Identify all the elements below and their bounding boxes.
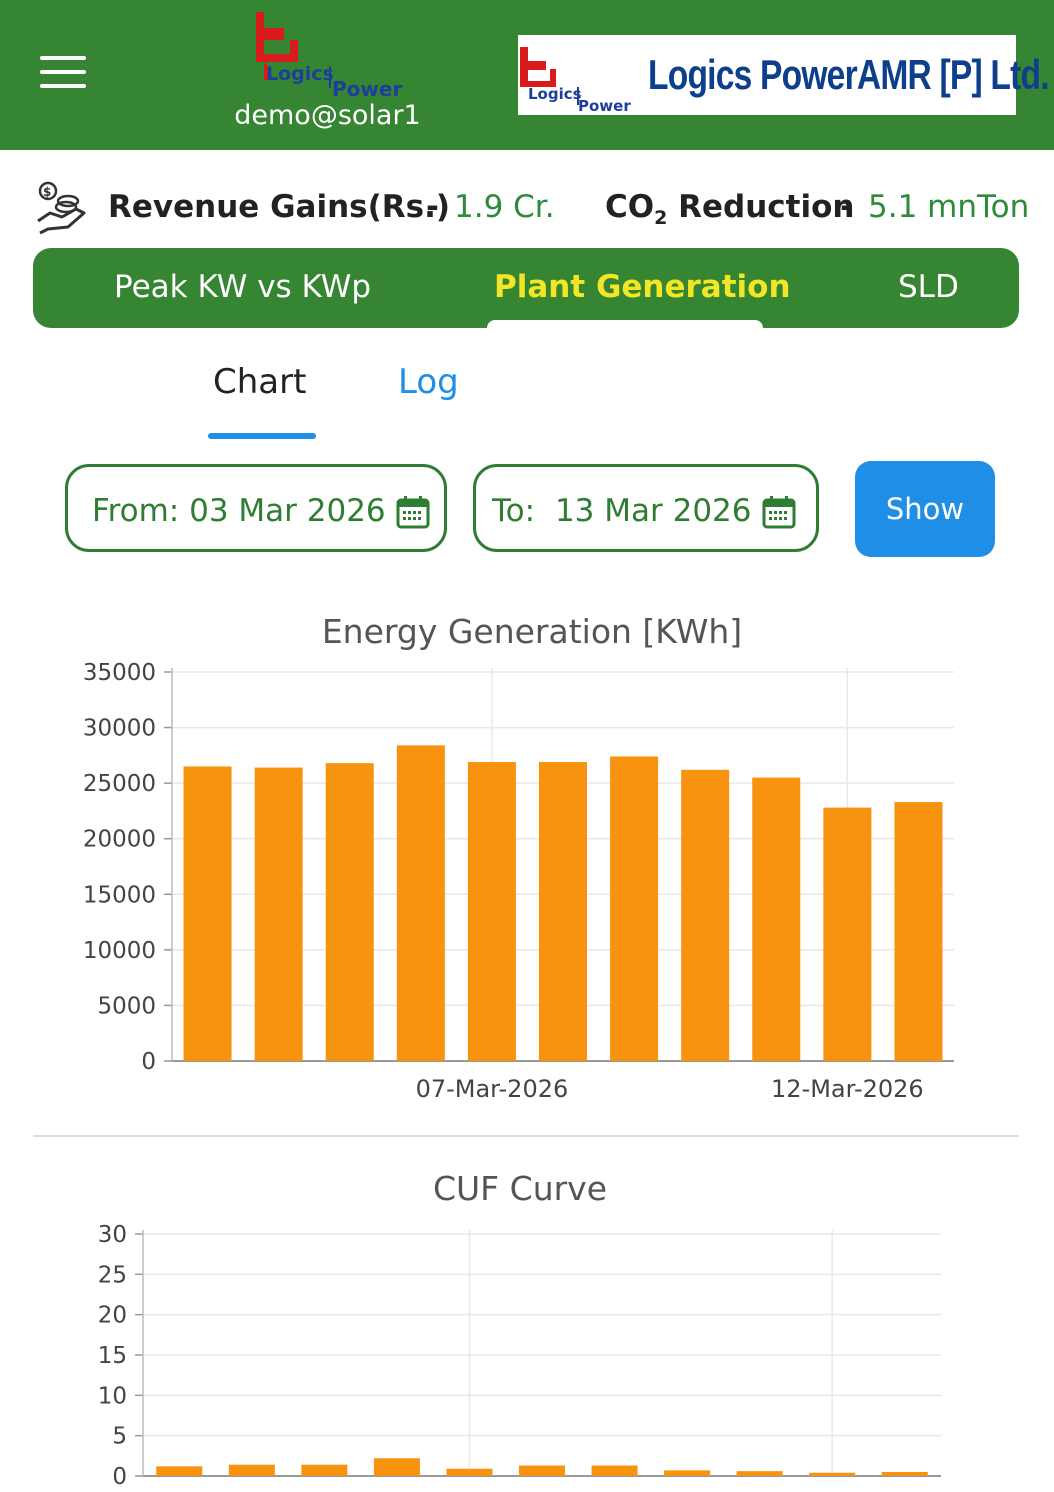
tab-peak-kw-vs-kwp[interactable]: Peak KW vs KWp — [114, 269, 372, 305]
y-tick-label: 25 — [98, 1262, 127, 1288]
app-header: Logics Power demo@solar1 Logics Power Lo… — [0, 0, 1054, 150]
from-date-label: From: — [92, 493, 180, 529]
bar-12-Mar-2026[interactable] — [823, 807, 872, 1061]
summary-stats: $ Revenue Gains(Rs.) - 1.9 Cr. CO2 Reduc… — [30, 175, 1030, 235]
y-tick-label: 0 — [112, 1464, 127, 1490]
co2-label-subscript: 2 — [654, 207, 668, 230]
calendar-icon[interactable] — [396, 495, 430, 529]
energy-generation-chart: Energy Generation [KWh] 0 5000 10000 15000 2… — [83, 612, 954, 1103]
bar-10-Mar-2026[interactable] — [681, 769, 730, 1061]
co2-value: 5.1 mnTon — [868, 189, 1030, 225]
y-tick-label: 5 — [112, 1424, 127, 1450]
from-date-text: From: 03 Mar 2026 — [92, 493, 386, 529]
bar-12-Mar-2026[interactable] — [809, 1472, 856, 1476]
bar-06-Mar-2026[interactable] — [373, 1458, 420, 1476]
co2-separator: - — [840, 189, 853, 225]
bar-09-Mar-2026[interactable] — [610, 756, 659, 1061]
bar-08-Mar-2026[interactable] — [539, 762, 587, 1061]
co2-label: CO2 Reduction — [605, 189, 854, 229]
y-tick-label: 35000 — [83, 660, 156, 686]
main-tab-bar: Peak KW vs KWp Plant Generation SLD — [33, 248, 1019, 328]
revenue-hand-coins-icon: $ — [37, 181, 86, 235]
bar-11-Mar-2026[interactable] — [752, 777, 801, 1061]
company-logo-icon: Logics Power — [520, 47, 631, 115]
revenue-label: Revenue Gains(Rs.) — [108, 189, 451, 225]
bar-06-Mar-2026[interactable] — [396, 745, 445, 1061]
svg-text:$: $ — [43, 185, 51, 199]
logo-small-power: Power — [332, 77, 402, 101]
bar-04-Mar-2026[interactable] — [228, 1464, 275, 1476]
bar-03-Mar-2026[interactable] — [183, 766, 232, 1061]
y-tick-label: 0 — [141, 1049, 156, 1075]
logo-box-logics: Logics — [528, 85, 582, 103]
bar-09-Mar-2026[interactable] — [591, 1465, 638, 1476]
y-tick-label: 15000 — [83, 882, 156, 908]
bar-05-Mar-2026[interactable] — [325, 763, 374, 1061]
bar-03-Mar-2026[interactable] — [156, 1466, 203, 1476]
bar-11-Mar-2026[interactable] — [736, 1471, 783, 1476]
co2-label-main: CO — [605, 189, 655, 225]
subtab-active-underline — [208, 433, 316, 439]
bar-07-Mar-2026[interactable] — [467, 762, 516, 1061]
y-tick-label: 30 — [98, 1222, 127, 1248]
y-tick-label: 30000 — [83, 716, 156, 742]
x-tick-label: 07-Mar-2026 — [416, 1075, 569, 1103]
revenue-value: 1.9 Cr. — [454, 189, 555, 225]
from-date-value: 03 Mar 2026 — [189, 493, 386, 529]
logics-power-logo-icon: Logics Power — [256, 12, 402, 101]
bar-13-Mar-2026[interactable] — [894, 802, 943, 1061]
company-name: Logics PowerAMR [P] Ltd. — [648, 51, 1050, 98]
y-tick-label: 20 — [98, 1303, 127, 1329]
logo-small-logics: Logics — [266, 63, 334, 85]
chart-title: Energy Generation [KWh] — [322, 612, 742, 651]
bar-13-Mar-2026[interactable] — [881, 1471, 928, 1476]
y-tick-label: 25000 — [83, 771, 156, 797]
active-tab-indicator — [487, 320, 763, 328]
company-banner: Logics Power Logics PowerAMR [P] Ltd. — [518, 35, 1050, 115]
show-button[interactable]: Show — [855, 461, 995, 557]
tab-plant-generation[interactable]: Plant Generation — [494, 269, 791, 305]
bar-07-Mar-2026[interactable] — [446, 1468, 493, 1476]
logo-box-power: Power — [578, 97, 631, 115]
to-date-picker[interactable]: To: 13 Mar 2026 — [473, 464, 819, 552]
bar-05-Mar-2026[interactable] — [301, 1464, 348, 1476]
co2-label-rest: Reduction — [667, 189, 855, 225]
chart-title: CUF Curve — [433, 1169, 607, 1208]
y-tick-label: 15 — [98, 1343, 127, 1369]
bar-10-Mar-2026[interactable] — [664, 1470, 711, 1476]
y-tick-label: 10000 — [83, 938, 156, 964]
y-tick-label: 10 — [98, 1383, 127, 1409]
y-tick-label: 20000 — [83, 827, 156, 853]
to-date-label: To: — [492, 493, 536, 529]
revenue-separator: - — [426, 189, 439, 225]
to-date-text: To: 13 Mar 2026 — [492, 493, 752, 529]
subtab-log[interactable]: Log — [398, 362, 459, 402]
brand-logo-small: Logics Power — [250, 8, 410, 103]
user-account-label: demo@solar1 — [234, 100, 421, 131]
tab-sld[interactable]: SLD — [898, 269, 959, 305]
bar-04-Mar-2026[interactable] — [254, 767, 303, 1061]
y-tick-label: 5000 — [97, 993, 156, 1019]
to-date-value: 13 Mar 2026 — [554, 493, 752, 529]
cuf-curve-chart: CUF Curve 0 5 10 15 20 25 30 — [98, 1169, 941, 1490]
calendar-icon[interactable] — [762, 495, 796, 529]
x-tick-label: 12-Mar-2026 — [771, 1075, 924, 1103]
subtab-chart[interactable]: Chart — [213, 362, 307, 402]
menu-icon[interactable] — [40, 56, 86, 90]
chart-divider — [33, 1135, 1019, 1137]
bar-08-Mar-2026[interactable] — [519, 1465, 565, 1476]
from-date-picker[interactable]: From: 03 Mar 2026 — [65, 464, 447, 552]
